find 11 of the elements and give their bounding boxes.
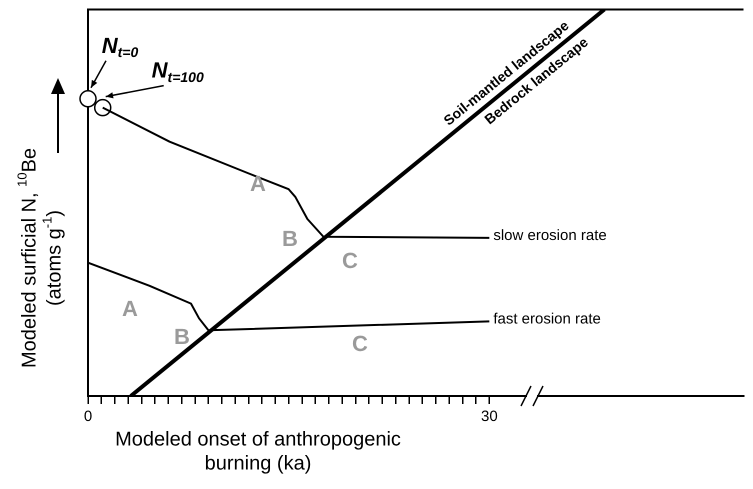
annotation: B	[282, 226, 298, 252]
series-label: fast erosion rate	[493, 310, 601, 328]
x-axis-title: Modeled onset of anthropogenic burning (ka)	[115, 428, 401, 475]
annotation: C	[352, 331, 368, 356]
annotation: A	[122, 296, 138, 322]
series-label: slow erosion rate	[493, 227, 607, 244]
annotation: A	[250, 171, 266, 196]
annotation: C	[342, 248, 358, 274]
annotation: B	[174, 324, 190, 350]
x-tick-label: 30	[480, 408, 498, 426]
x-tick-label: 0	[84, 408, 92, 426]
